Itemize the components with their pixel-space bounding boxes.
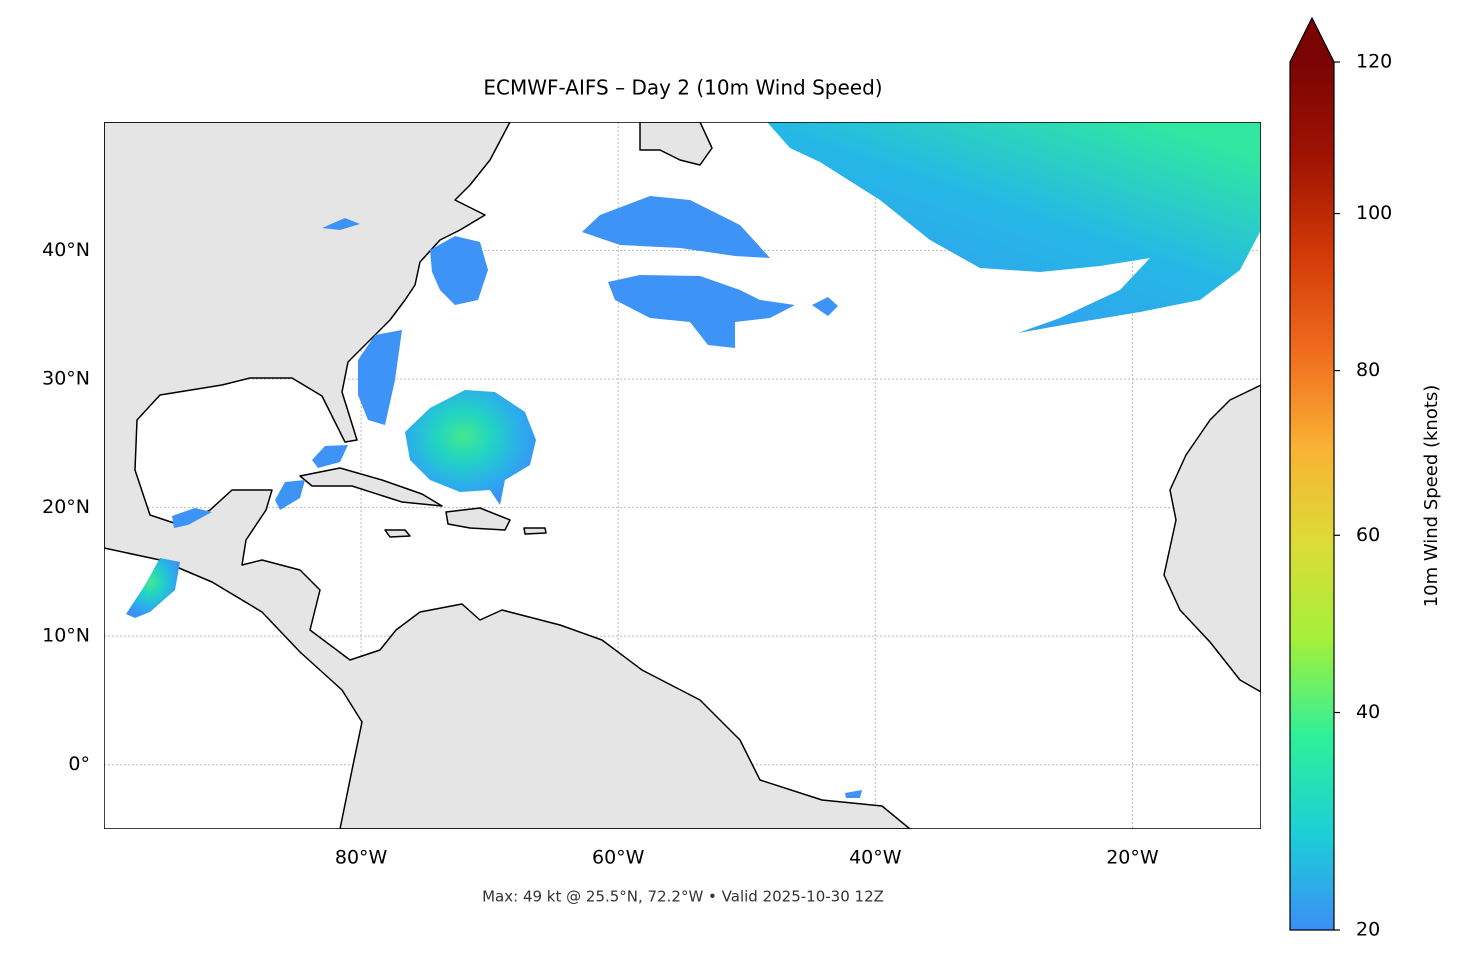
wind-field	[358, 330, 402, 425]
x-tick-label: 20°W	[1106, 847, 1159, 869]
wind-field	[582, 196, 770, 258]
hispaniola	[445, 507, 511, 531]
americas	[104, 122, 911, 829]
colorbar-tick-label: 40	[1356, 701, 1380, 723]
africa	[1163, 384, 1261, 693]
x-tick-label: 60°W	[592, 847, 645, 869]
colorbar-tick-label: 120	[1356, 51, 1392, 73]
colorbar-frame	[1289, 16, 1335, 931]
map-caption: Max: 49 kt @ 25.5°N, 72.2°W • Valid 2025…	[482, 888, 884, 906]
wind-field	[275, 480, 305, 510]
wind-field	[845, 790, 862, 798]
colorbar-tick-label: 20	[1356, 919, 1380, 941]
puerto-rico	[523, 527, 547, 535]
wind-field	[767, 122, 1261, 333]
x-tick-label: 80°W	[335, 847, 388, 869]
axes: 80°W 60°W 40°W 20°W 0° 10°N 20°N 30°N 40°N	[42, 239, 1159, 868]
colorbar-label: 10m Wind Speed (knots)	[1421, 385, 1442, 608]
map-area	[104, 122, 1261, 829]
wind-field	[430, 236, 488, 305]
wind-field	[172, 508, 212, 528]
colorbar-tick-label: 100	[1356, 202, 1392, 224]
y-tick-label: 10°N	[42, 625, 90, 647]
wind-field	[405, 390, 536, 505]
wind-field	[812, 297, 838, 316]
wind-field	[608, 275, 795, 348]
y-tick-label: 30°N	[42, 368, 90, 390]
jamaica	[384, 529, 411, 538]
colorbar-extend	[1290, 18, 1334, 62]
cuba	[299, 467, 443, 507]
wind-field	[312, 445, 348, 468]
colorbar-tick-label: 80	[1356, 359, 1380, 381]
colorbar-tick-label: 60	[1356, 524, 1380, 546]
y-tick-label: 20°N	[42, 496, 90, 518]
y-tick-label: 40°N	[42, 239, 90, 261]
y-tick-label: 0°	[68, 753, 90, 775]
colorbar-bar	[1290, 62, 1334, 930]
wind-field	[126, 558, 180, 618]
newfoundland	[639, 122, 713, 166]
x-tick-label: 40°W	[849, 847, 902, 869]
colorbar: 20 40 60 80 100 120	[1289, 16, 1392, 941]
wind-field	[322, 218, 360, 230]
map-title: ECMWF-AIFS – Day 2 (10m Wind Speed)	[483, 76, 882, 100]
